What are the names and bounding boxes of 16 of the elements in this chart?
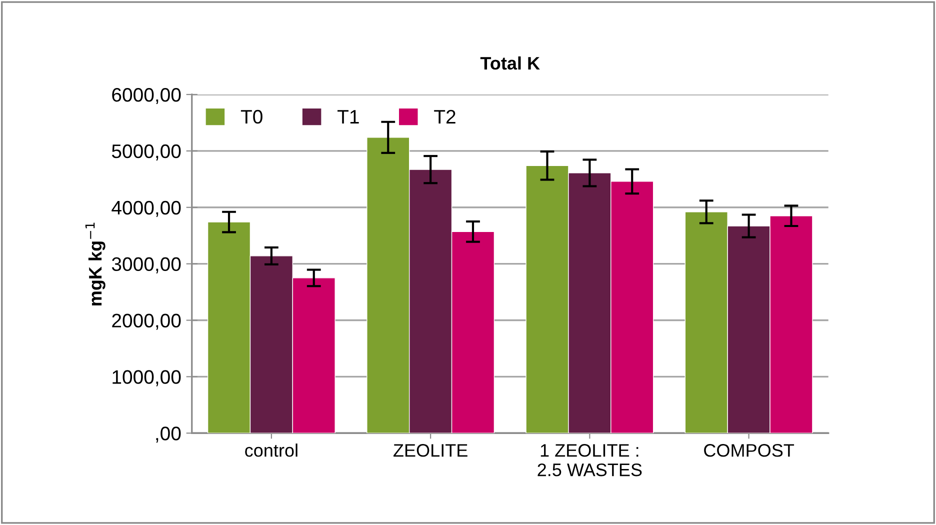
y-tick-label: ,00 <box>156 426 181 443</box>
y-tick-label: 3000,00 <box>112 257 181 274</box>
y-tick-label: 4000,00 <box>112 200 181 217</box>
y-tick-label: 6000,00 <box>112 88 181 104</box>
y-axis-title: mgK kg$^{−1}$ <box>85 222 106 306</box>
x-tick-label: 1 ZEOLITE : 2.5 WASTES <box>538 444 642 476</box>
y-tick-label: 5000,00 <box>112 144 181 160</box>
chart-title: Total K <box>480 56 540 70</box>
y-tick-label: 1000,00 <box>112 370 181 386</box>
legend-label: T1 <box>338 110 359 124</box>
legend-label: T0 <box>240 110 262 124</box>
legend-label: T2 <box>434 110 456 124</box>
x-tick-label: COMPOST <box>704 444 794 457</box>
y-tick-label: 2000,00 <box>112 314 181 330</box>
x-tick-label: control <box>245 444 298 457</box>
x-tick-label: ZEOLITE <box>394 444 468 457</box>
